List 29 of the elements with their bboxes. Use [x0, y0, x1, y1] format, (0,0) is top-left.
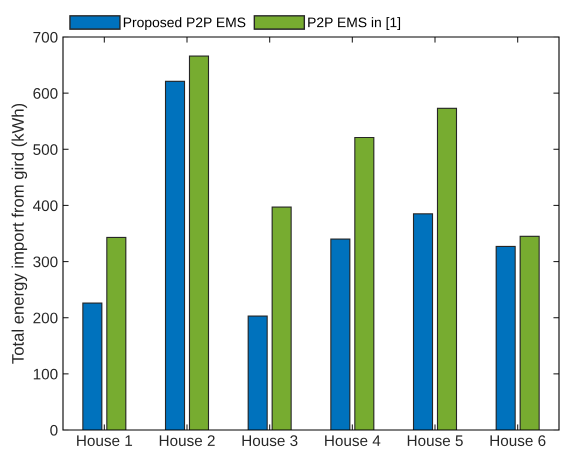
x-tick-label: House 3 [242, 435, 298, 446]
x-tick-label: House 2 [160, 435, 215, 446]
bar [164, 80, 186, 430]
legend-label: P2P EMS in [1] [308, 17, 400, 30]
bar [248, 315, 268, 430]
bar [520, 236, 540, 430]
x-tick-label: House 5 [408, 435, 463, 446]
y-axis-title: Total energy import from gird (kWh) [12, 104, 28, 364]
legend-label: Proposed P2P EMS [124, 17, 246, 30]
bar [82, 302, 102, 430]
bar [436, 108, 458, 430]
y-tick-label: 200 [33, 312, 58, 324]
y-tick-label: 500 [33, 144, 58, 155]
y-tick-label: 400 [33, 200, 58, 212]
bar [496, 246, 516, 430]
x-tick-label: House 1 [77, 435, 132, 446]
y-tick-label: 100 [34, 368, 58, 380]
y-tick-label: 600 [33, 88, 58, 99]
bar [188, 56, 210, 430]
bar [106, 236, 126, 430]
y-tick-label: 700 [33, 32, 58, 43]
y-tick-label: 300 [33, 256, 58, 268]
bar [330, 238, 350, 430]
x-tick-label: House 6 [490, 435, 546, 446]
bar [272, 206, 292, 430]
y-tick-label: 0 [50, 424, 58, 436]
bar [412, 213, 434, 430]
x-tick-label: House 4 [325, 435, 380, 446]
bar [354, 136, 374, 430]
